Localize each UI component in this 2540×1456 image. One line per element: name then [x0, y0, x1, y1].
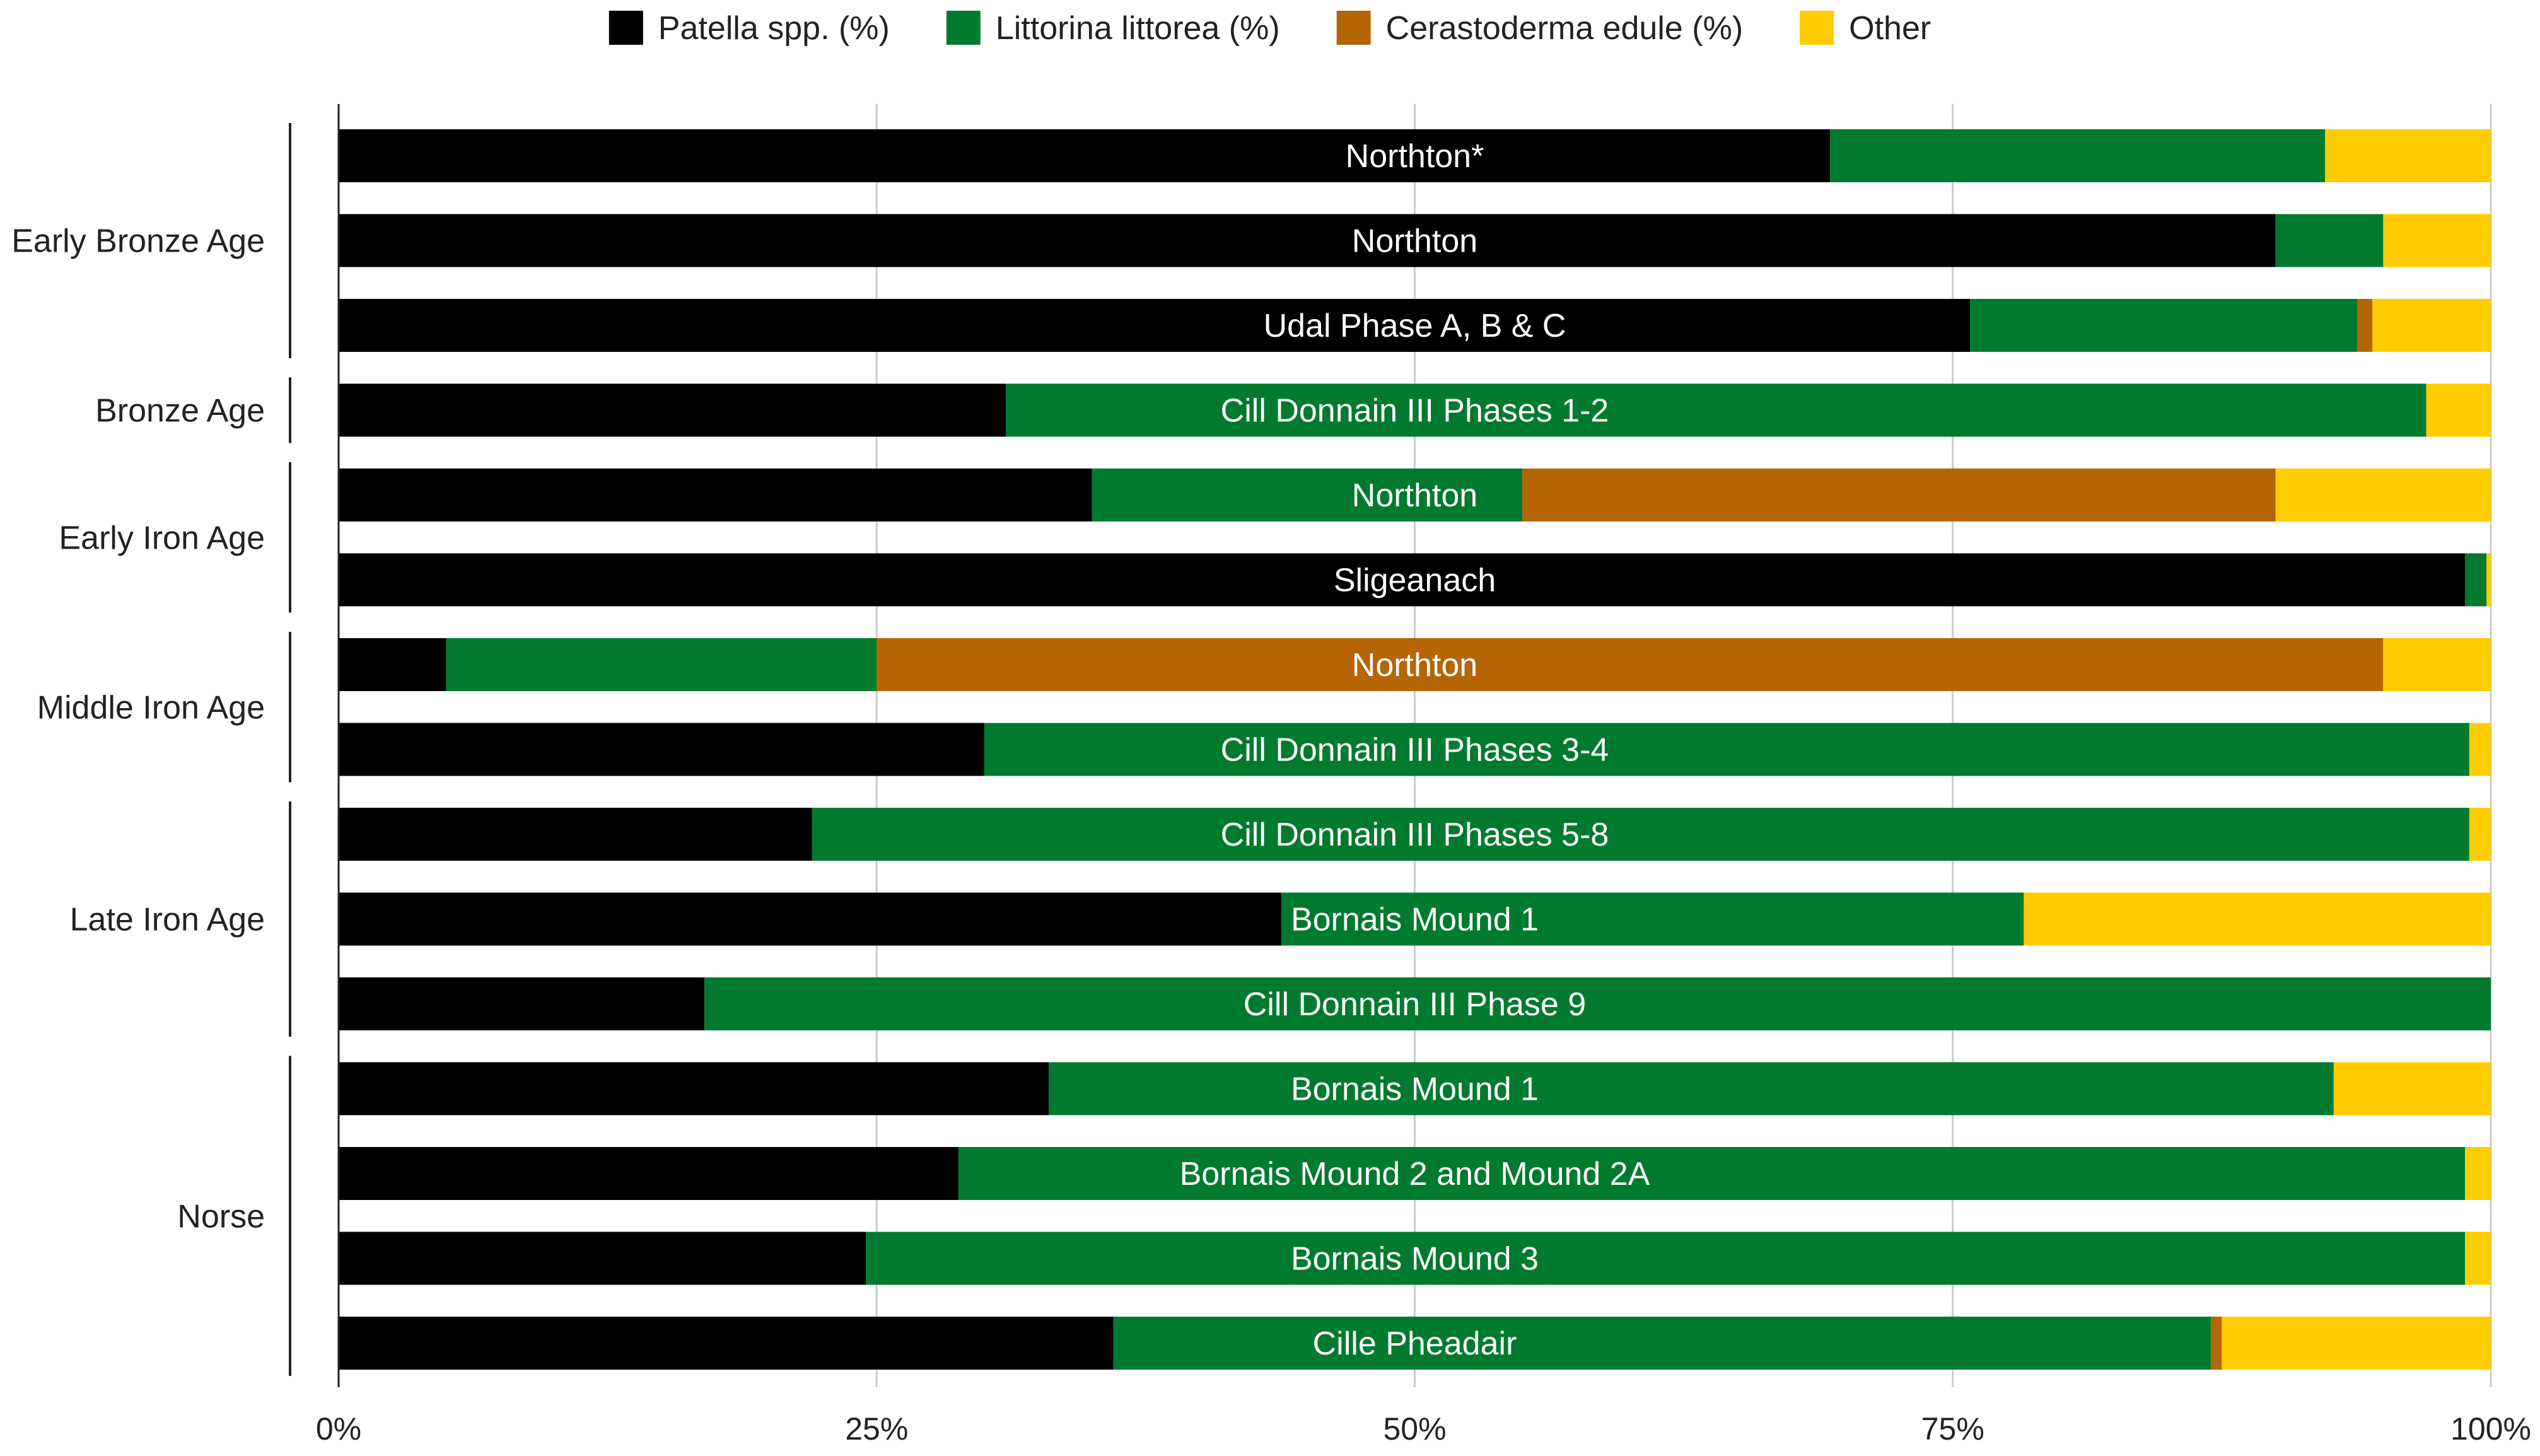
period-label: Norse	[177, 1198, 265, 1235]
bar-segment-patella	[339, 723, 984, 776]
period-label: Early Bronze Age	[11, 223, 265, 260]
bar-segment-patella	[339, 129, 1831, 182]
bars	[339, 129, 2491, 1370]
bar-segment-patella	[339, 383, 1006, 437]
bar-segment-other	[2486, 553, 2491, 607]
bar-segment-patella	[339, 638, 446, 691]
period-label: Bronze Age	[95, 393, 265, 429]
bar-segment-cerastoderma	[2211, 1317, 2222, 1370]
bar-label: Bornais Mound 2 and Mound 2A	[1180, 1156, 1650, 1192]
bar-segment-patella	[339, 299, 1971, 352]
bar-segment-littorina	[984, 723, 2469, 776]
x-tick-label: 0%	[316, 1411, 361, 1447]
bar-label: Northton*	[1346, 138, 1484, 175]
bar-label: Bornais Mound 1	[1291, 1071, 1539, 1108]
legend-label-other: Other	[1849, 10, 1931, 47]
bar-segment-littorina	[1092, 469, 1523, 521]
bar-segment-patella	[339, 1147, 958, 1200]
bar-label: Cill Donnain III Phases 1-2	[1221, 393, 1609, 429]
bar-segment-littorina	[1830, 129, 2326, 182]
bar-segment-littorina	[2465, 553, 2487, 607]
legend-label-littorina: Littorina littorea (%)	[996, 10, 1280, 47]
bar-segment-other	[2469, 723, 2491, 776]
legend-swatch-patella	[609, 11, 643, 45]
bar-segment-littorina	[1006, 383, 2426, 437]
bar-segment-patella	[339, 892, 1281, 946]
x-axis: 0% 25% 50% 75% 100%	[316, 104, 2531, 1447]
bar-segment-patella	[339, 214, 2276, 267]
period-label: Middle Iron Age	[37, 689, 265, 726]
bar-segment-patella	[339, 469, 1092, 521]
bar-label: Northton	[1352, 477, 1477, 514]
x-tick-label: 25%	[845, 1411, 908, 1447]
bar-label: Bornais Mound 3	[1291, 1241, 1539, 1278]
x-tick-label: 75%	[1921, 1411, 1984, 1447]
bar-segment-littorina	[1970, 299, 2358, 352]
bar-label: Northton	[1352, 223, 1477, 260]
bar-segment-other	[2465, 1147, 2491, 1200]
bar-segment-littorina	[1281, 892, 2024, 946]
bar-segment-other	[2325, 129, 2491, 182]
bar-segment-other	[2333, 1062, 2491, 1115]
bar-segment-littorina	[958, 1147, 2466, 1200]
bar-segment-patella	[339, 1317, 1114, 1370]
bar-label: Udal Phase A, B & C	[1264, 308, 1566, 344]
bar-segment-littorina	[704, 977, 2491, 1030]
bar-segment-patella	[339, 977, 705, 1030]
bar-segment-patella	[339, 1062, 1049, 1115]
period-groups: Early Bronze Age Bronze Age Early Iron Age…	[11, 123, 291, 1376]
bar-segment-littorina	[812, 808, 2469, 861]
legend-label-cerastoderma: Cerastoderma edule (%)	[1386, 10, 1743, 47]
bar-segment-other	[2383, 214, 2491, 267]
bar-segment-other	[2372, 299, 2491, 352]
bar-label: Bornais Mound 1	[1291, 902, 1539, 938]
legend-swatch-littorina	[946, 11, 981, 45]
x-tick-label: 100%	[2450, 1411, 2531, 1447]
bar-segment-littorina	[1049, 1062, 2334, 1115]
bar-label: Sligeanach	[1334, 562, 1496, 599]
bar-segment-cerastoderma	[1522, 469, 2276, 521]
bar-segment-other	[2469, 808, 2491, 861]
period-label: Early Iron Age	[59, 520, 265, 556]
bar-segment-other	[2275, 469, 2491, 521]
bar-segment-littorina	[866, 1232, 2466, 1285]
bar-segment-cerastoderma	[877, 638, 2384, 691]
bar-segment-other	[2222, 1317, 2491, 1370]
legend-swatch-other	[1800, 11, 1834, 45]
bar-segment-other	[2383, 638, 2491, 691]
bar-segment-other	[2465, 1232, 2491, 1285]
bar-segment-patella	[339, 553, 2466, 607]
bar-segment-cerastoderma	[2357, 299, 2373, 352]
legend-label-patella: Patella spp. (%)	[658, 10, 890, 47]
bar-segment-littorina	[2275, 214, 2384, 267]
bar-segment-other	[2426, 383, 2491, 437]
bar-labels: Northton* Northton Udal Phase A, B & C Cill…	[1180, 138, 1650, 1362]
bar-label: Cill Donnain III Phase 9	[1244, 986, 1586, 1023]
bar-segment-patella	[339, 808, 812, 861]
legend: Patella spp. (%) Littorina littorea (%) Ce…	[609, 10, 1931, 47]
bar-label: Cill Donnain III Phases 3-4	[1221, 732, 1609, 769]
bar-segment-littorina	[446, 638, 877, 691]
bar-label: Cill Donnain III Phases 5-8	[1221, 817, 1609, 853]
bar-segment-other	[2024, 892, 2491, 946]
bar-segment-littorina	[1113, 1317, 2211, 1370]
period-label: Late Iron Age	[70, 902, 265, 938]
bar-label: Northton	[1352, 647, 1477, 684]
bar-segment-patella	[339, 1232, 866, 1285]
x-tick-label: 50%	[1383, 1411, 1446, 1447]
bar-label: Cille Pheadair	[1313, 1325, 1517, 1362]
legend-swatch-cerastoderma	[1336, 11, 1371, 45]
